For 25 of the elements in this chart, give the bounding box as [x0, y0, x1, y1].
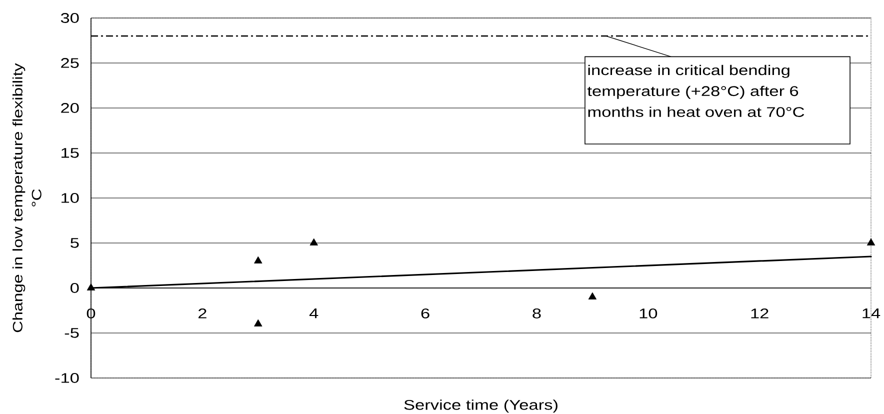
y-tick-label: 20: [61, 103, 79, 113]
x-tick-label: 12: [751, 308, 768, 318]
point: [588, 292, 597, 300]
point: [254, 319, 262, 326]
x-tick-label: 6: [421, 308, 430, 318]
x-tick-label: 14: [862, 308, 880, 318]
y-tick-label: 25: [61, 58, 79, 68]
legend-label: increase in critical bending temperature (+28°C) after 6 months in heat oven at 70°C: [587, 64, 804, 117]
y-tick-label: 10: [62, 193, 79, 203]
y-tick-label: 30: [60, 13, 79, 23]
point: [866, 238, 876, 246]
y-tick-label: 0: [70, 283, 79, 293]
x-tick-label: 8: [532, 308, 541, 318]
x-axis-title: Service time (Years): [404, 400, 558, 413]
y-tick-label: 15: [62, 148, 79, 158]
x-tick-label: 4: [309, 308, 318, 318]
point: [254, 256, 262, 264]
x-tick-label: 2: [198, 308, 206, 318]
point: [310, 238, 318, 246]
y-tick-label: 5: [70, 238, 79, 248]
y-tick-label: -10: [55, 373, 79, 383]
x-tick-label: 10: [640, 308, 658, 318]
point: [86, 283, 96, 290]
y-axis-title: Change in low temperature flexibility °C: [12, 63, 42, 332]
y-tick-label: -5: [64, 328, 79, 338]
